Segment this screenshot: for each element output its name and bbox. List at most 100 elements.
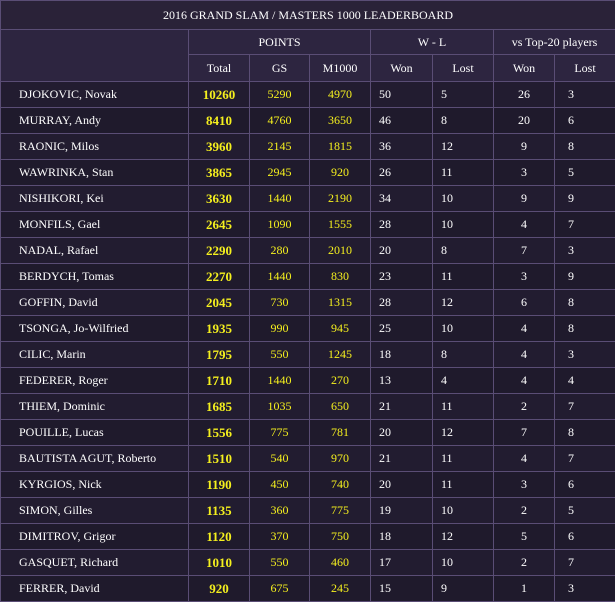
wins: 13 [370,367,433,394]
m1000-points: 2190 [309,185,371,212]
losses: 12 [432,523,494,550]
losses: 12 [432,289,494,316]
wins: 25 [370,315,433,342]
player-name: RAONIC, Milos [0,133,189,160]
losses: 12 [432,133,494,160]
m1000-points: 970 [309,445,371,472]
top20-losses: 3 [553,341,615,368]
top20-losses: 9 [553,185,615,212]
player-name: TSONGA, Jo-Wilfried [0,315,189,342]
top20-losses: 8 [553,419,615,446]
losses: 4 [432,367,494,394]
table-row: BAUTISTA AGUT, Roberto 1510 540 970 21 11 4 7 [0,445,615,472]
player-name: NADAL, Rafael [0,237,189,264]
table-row: DJOKOVIC, Novak 10260 5290 4970 50 5 26 3 [0,81,615,108]
losses: 8 [432,107,494,134]
player-name: SIMON, Gilles [0,497,189,524]
wins: 20 [370,237,433,264]
table-row: GOFFIN, David 2045 730 1315 28 12 6 8 [0,289,615,316]
gs-points: 2945 [249,159,310,186]
wins: 15 [370,575,433,602]
total-points: 1935 [188,315,250,342]
top20-wins: 4 [493,211,555,238]
wins: 21 [370,445,433,472]
top20-wins: 2 [493,393,555,420]
name-column-header [0,29,189,82]
gs-points: 2145 [249,133,310,160]
page-title: 2016 GRAND SLAM / MASTERS 1000 LEADERBOA… [0,0,615,30]
gs-points: 1035 [249,393,310,420]
top20-wins: 9 [493,185,555,212]
table-row: DIMITROV, Grigor 1120 370 750 18 12 5 6 [0,523,615,550]
table-row: NADAL, Rafael 2290 280 2010 20 8 7 3 [0,237,615,264]
top20-wins: 3 [493,263,555,290]
top20-losses: 3 [553,237,615,264]
losses: 11 [432,263,494,290]
top20-wins: 3 [493,159,555,186]
top20-losses: 7 [553,211,615,238]
total-points: 1795 [188,341,250,368]
m1000-points: 460 [309,549,371,576]
gs-points: 1440 [249,185,310,212]
top20-losses: 7 [553,393,615,420]
wins: 28 [370,289,433,316]
total-points: 3960 [188,133,250,160]
total-points: 1510 [188,445,250,472]
player-name: NISHIKORI, Kei [0,185,189,212]
top20-lost-column-header: Lost [553,54,615,82]
player-name: BERDYCH, Tomas [0,263,189,290]
top20-wins: 2 [493,549,555,576]
wins: 19 [370,497,433,524]
gs-points: 4760 [249,107,310,134]
total-column-header: Total [188,54,250,82]
gs-points: 540 [249,445,310,472]
top20-wins: 9 [493,133,555,160]
m1000-points: 270 [309,367,371,394]
total-points: 1190 [188,471,250,498]
losses: 10 [432,315,494,342]
total-points: 10260 [188,81,250,108]
gs-points: 1440 [249,263,310,290]
player-name: GOFFIN, David [0,289,189,316]
m1000-column-header: M1000 [309,54,371,82]
player-name: THIEM, Dominic [0,393,189,420]
player-name: DIMITROV, Grigor [0,523,189,550]
wins: 36 [370,133,433,160]
table-row: KYRGIOS, Nick 1190 450 740 20 11 3 6 [0,471,615,498]
m1000-points: 920 [309,159,371,186]
top20-wins: 7 [493,237,555,264]
losses: 11 [432,159,494,186]
points-group-header: POINTS [188,29,371,55]
player-name: CILIC, Marin [0,341,189,368]
gs-points: 360 [249,497,310,524]
m1000-points: 750 [309,523,371,550]
m1000-points: 740 [309,471,371,498]
wins: 50 [370,81,433,108]
top20-won-column-header: Won [493,54,555,82]
player-name: FEDERER, Roger [0,367,189,394]
top20-losses: 7 [553,549,615,576]
player-name: GASQUET, Richard [0,549,189,576]
top20-losses: 7 [553,445,615,472]
gs-points: 450 [249,471,310,498]
top20-wins: 4 [493,445,555,472]
wins: 26 [370,159,433,186]
top20-losses: 6 [553,523,615,550]
losses: 10 [432,497,494,524]
m1000-points: 4970 [309,81,371,108]
top20-losses: 8 [553,315,615,342]
losses: 9 [432,575,494,602]
wins: 46 [370,107,433,134]
gs-points: 1440 [249,367,310,394]
top20-wins: 5 [493,523,555,550]
table-row: BERDYCH, Tomas 2270 1440 830 23 11 3 9 [0,263,615,290]
wins: 21 [370,393,433,420]
top20-losses: 6 [553,471,615,498]
total-points: 1120 [188,523,250,550]
top20-wins: 1 [493,575,555,602]
win-loss-group-header: W - L [370,29,494,55]
table-row: GASQUET, Richard 1010 550 460 17 10 2 7 [0,549,615,576]
top20-wins: 2 [493,497,555,524]
gs-points: 5290 [249,81,310,108]
gs-points: 675 [249,575,310,602]
